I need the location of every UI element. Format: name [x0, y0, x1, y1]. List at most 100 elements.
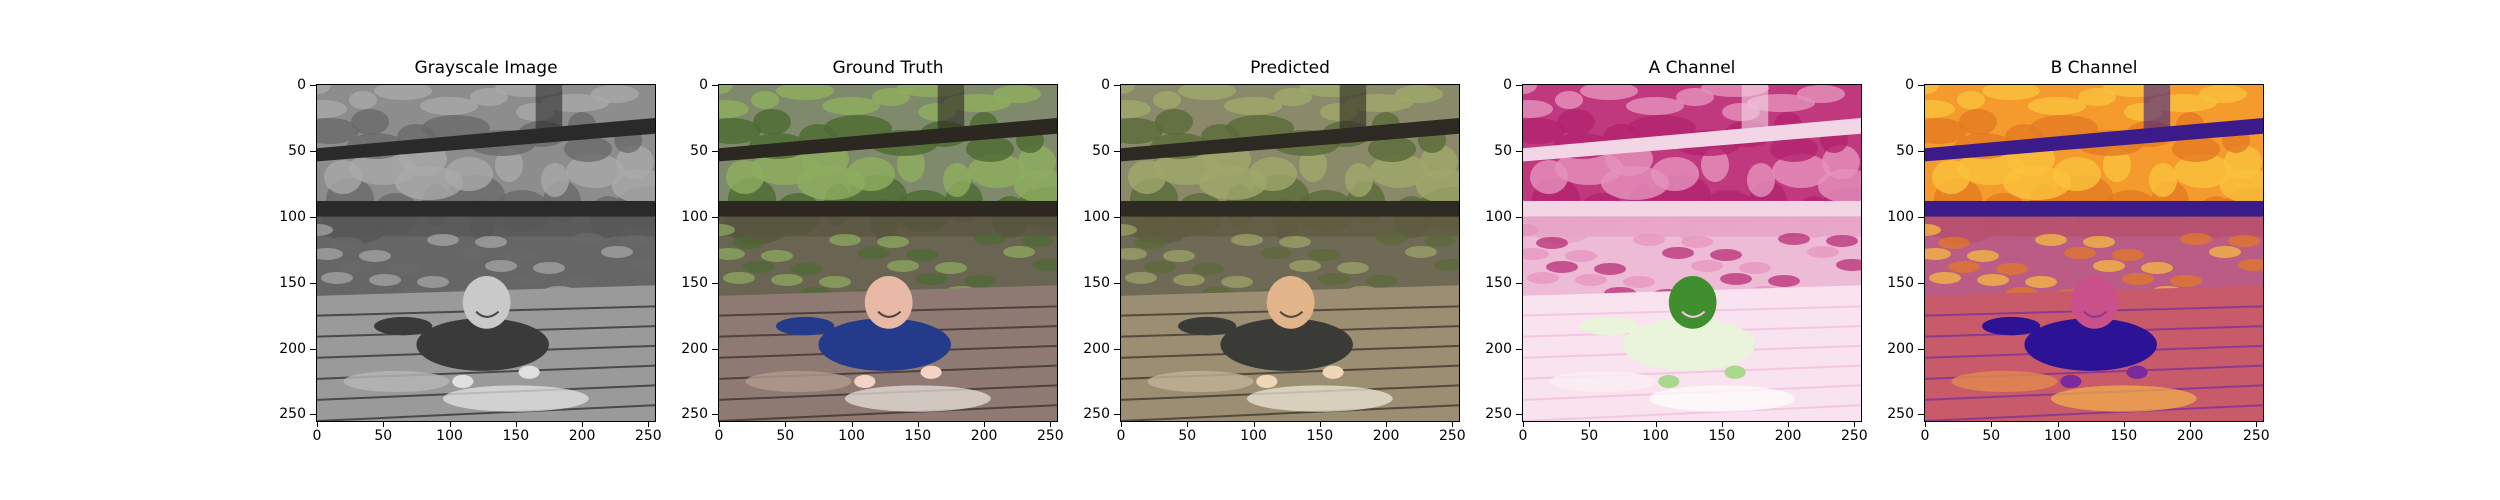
fern-blob [1032, 258, 1057, 271]
foliage-blob [776, 85, 834, 100]
x-tick-label: 100 [436, 428, 463, 444]
fern-blob [1173, 273, 1205, 286]
baby-hand-left [854, 374, 876, 389]
fern-blob [1434, 258, 1459, 271]
x-tick-mark [2123, 421, 2125, 427]
baby-hand-right [920, 365, 942, 379]
fern-blob [1289, 259, 1321, 272]
x-tick-label: 100 [2044, 428, 2071, 444]
fern-blob [964, 274, 996, 287]
deck-highlight [1549, 370, 1656, 393]
deck-highlight [343, 370, 450, 393]
y-tick-mark [1114, 282, 1120, 284]
foliage-blob [726, 160, 764, 194]
fern-blob [1125, 271, 1157, 284]
fern-blob [1337, 261, 1369, 274]
y-tick-mark [1516, 85, 1522, 86]
foliage-blob [1555, 91, 1583, 109]
y-tick-mark [1516, 414, 1522, 416]
fern-blob [359, 249, 391, 262]
baby-hand-right [2126, 365, 2148, 379]
foliage-blob [1224, 97, 1282, 115]
x-tick-label: 250 [1036, 428, 1064, 444]
fern-blob [1022, 234, 1054, 247]
y-tick-label: 0 [1905, 77, 1914, 93]
fern-blob [1144, 260, 1176, 273]
foliage-blob [1178, 85, 1236, 100]
fern-blob [2064, 246, 2096, 259]
x-tick-mark [2190, 421, 2192, 427]
fern-blob [427, 233, 459, 246]
foliage-blob [719, 85, 733, 94]
upper-rail [719, 117, 1057, 162]
fern-blob [572, 232, 604, 245]
y-tick-label: 200 [1485, 340, 1512, 357]
foliage-blob [1770, 136, 1818, 162]
deck-highlight [1951, 370, 2058, 393]
y-tick-label: 0 [1503, 77, 1512, 93]
foliage-blob [719, 118, 761, 144]
fern-blob [1826, 234, 1858, 247]
y-tick-label: 250 [681, 406, 708, 423]
x-tick-label: 50 [1580, 428, 1599, 444]
fern-blob [2083, 235, 2115, 248]
fern-blob [2093, 259, 2125, 272]
deck-plank-line [317, 404, 655, 421]
x-tick-label: 150 [1306, 428, 1334, 444]
foliage-blob [324, 160, 362, 194]
foliage-blob [541, 163, 569, 197]
fern-blob [2238, 258, 2263, 271]
foliage-blob [1155, 109, 1193, 135]
fern-blob [1807, 245, 1839, 258]
fern-blob [388, 262, 420, 275]
x-tick-mark [719, 421, 720, 427]
y-tick-label: 150 [279, 274, 306, 291]
y-tick-label: 200 [1083, 340, 1110, 357]
x-tick-mark [785, 421, 787, 427]
foliage-blob [1416, 169, 1459, 203]
foliage-blob [1523, 85, 1537, 94]
foliage-blob [1957, 91, 1985, 109]
foliage-blob [351, 109, 389, 135]
fern-blob [562, 274, 594, 287]
fern-blob [1376, 232, 1408, 245]
foliage-blob [872, 88, 910, 106]
fern-blob [858, 246, 890, 259]
x-tick-label: 50 [1178, 428, 1197, 444]
photo-truth [719, 85, 1057, 421]
foliage-blob [420, 97, 478, 115]
baby-leg [373, 316, 433, 336]
fern-blob [1121, 223, 1137, 236]
x-tick-mark [917, 421, 919, 427]
foliage-blob [1932, 160, 1970, 194]
foliage-blob [968, 154, 1026, 188]
panel-title: Predicted [1250, 58, 1330, 78]
fern-blob [1929, 271, 1961, 284]
x-tick-mark [2057, 421, 2059, 427]
x-tick-label: 250 [1840, 428, 1868, 444]
fern-blob [1925, 247, 1951, 260]
foliage-blob [1128, 160, 1166, 194]
baby-hand-right [1322, 365, 1344, 379]
fern-blob [732, 236, 764, 249]
y-tick-mark [1918, 414, 1924, 416]
y-tick-mark [310, 348, 316, 350]
photo-gray [317, 85, 655, 421]
x-tick-mark [1589, 421, 1591, 427]
x-tick-mark [1991, 421, 1993, 427]
y-tick-label: 50 [690, 142, 708, 159]
deck-highlight [1147, 370, 1254, 393]
y-tick-mark [1918, 282, 1924, 284]
x-tick-mark [582, 421, 584, 427]
foliage-blob [943, 163, 971, 197]
fern-blob [330, 236, 362, 249]
foliage-blob [2149, 163, 2177, 197]
x-tick-mark [317, 421, 318, 427]
y-tick-mark [712, 85, 718, 86]
foliage-blob [1772, 154, 1830, 188]
upper-rail [1523, 117, 1861, 162]
foliage-blob [1153, 91, 1181, 109]
foliage-blob [1626, 97, 1684, 115]
fern-blob [1720, 272, 1752, 285]
